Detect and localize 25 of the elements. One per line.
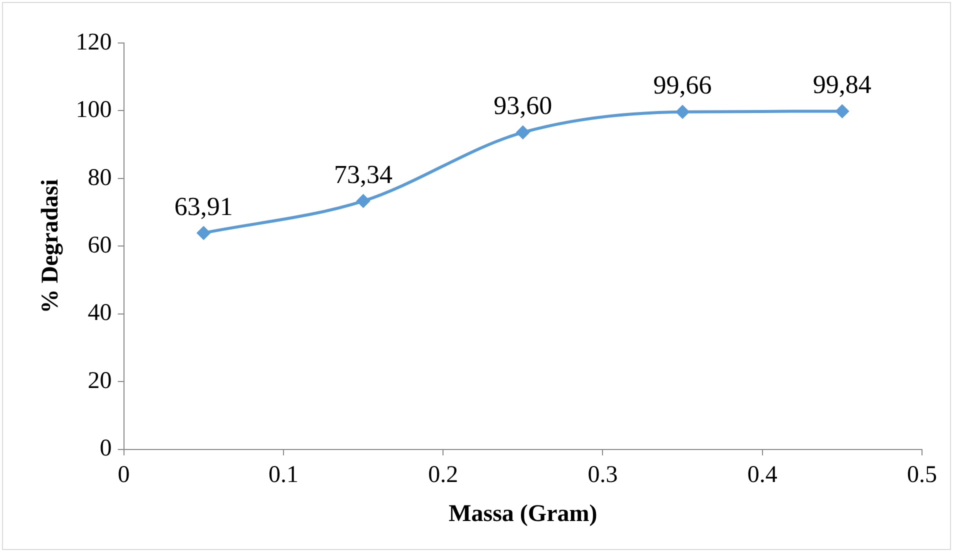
y-tick-label: 0 xyxy=(100,436,112,462)
data-label: 99,84 xyxy=(812,70,872,100)
data-label: 73,34 xyxy=(334,160,393,189)
y-tick-label: 100 xyxy=(76,97,112,124)
x-tick-label: 0.5 xyxy=(907,462,937,488)
x-tick-label: 0.2 xyxy=(428,462,458,488)
data-label: 93,60 xyxy=(494,91,552,120)
y-tick-label: 120 xyxy=(76,29,112,56)
y-tick-label: 20 xyxy=(88,368,112,394)
y-axis-title: % Degradasi xyxy=(38,178,64,314)
x-tick-label: 0 xyxy=(118,462,130,488)
data-label: 99,66 xyxy=(653,70,712,100)
y-tick-label: 40 xyxy=(88,300,112,326)
x-tick-label: 0.3 xyxy=(588,462,618,488)
point xyxy=(836,104,849,118)
x-tick-label: 0.4 xyxy=(747,462,778,488)
x-axis-title: Massa (Gram) xyxy=(448,500,598,527)
data-label: 63,91 xyxy=(174,192,233,221)
y-tick-label: 60 xyxy=(88,232,112,258)
point xyxy=(516,126,530,139)
y-tick-label: 80 xyxy=(88,164,112,191)
x-tick-label: 0.1 xyxy=(268,462,298,488)
point xyxy=(356,194,370,208)
point xyxy=(676,105,690,118)
point xyxy=(197,226,210,240)
